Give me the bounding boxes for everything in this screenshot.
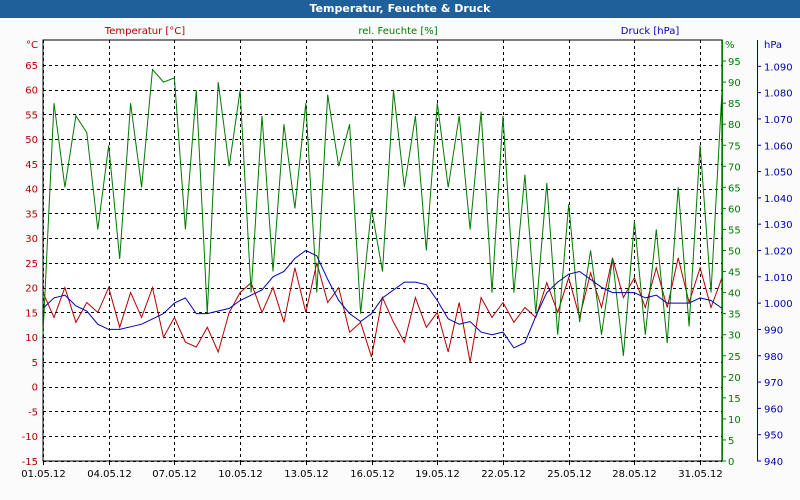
temperature-tick-label: 15 [25, 308, 38, 319]
humidity-tick-label: 70 [728, 162, 741, 173]
x-tick-label: 04.05.12 [87, 469, 132, 480]
temperature-tick-label: -10 [22, 432, 38, 443]
pressure-tick-label: 960 [764, 404, 783, 415]
humidity-tick-label: 35 [728, 310, 741, 321]
humidity-tick-label: 65 [728, 183, 741, 194]
pressure-tick-label: 1.050 [764, 168, 793, 179]
humidity-tick-label: 90 [728, 78, 741, 89]
humidity-tick-label: 40 [728, 289, 741, 300]
pressure-tick-label: 1.060 [764, 141, 793, 152]
x-tick-label: 19.05.12 [415, 469, 460, 480]
x-tick-label: 13.05.12 [284, 469, 329, 480]
plot-area [42, 39, 723, 462]
pressure-tick-label: 1.090 [764, 62, 793, 73]
x-tick-label: 07.05.12 [152, 469, 197, 480]
legend-pressure: Druck [hPa] [621, 26, 680, 37]
humidity-tick-label: 20 [728, 373, 741, 384]
temperature-tick-label: 5 [32, 358, 38, 369]
grid [42, 39, 723, 462]
temperature-tick-label: -5 [28, 407, 38, 418]
x-tick-label: 31.05.12 [678, 469, 723, 480]
humidity-tick-label: 85 [728, 99, 741, 110]
temperature-tick-label: 55 [25, 110, 38, 121]
temperature-tick-label: 50 [25, 135, 38, 146]
axes: 01.05.12 04.05.12 07.05.12 10.05.12 13.05.12… [21, 40, 793, 480]
humidity-tick-label: 80 [728, 120, 741, 131]
humidity-tick-label: 60 [728, 204, 741, 215]
x-tick-label: 01.05.12 [21, 469, 66, 480]
pressure-tick-label: 1.030 [764, 220, 793, 231]
humidity-tick-label: 15 [728, 394, 741, 405]
temperature-tick-label: 0 [32, 383, 38, 394]
humidity-tick-label: 25 [728, 352, 741, 363]
temperature-tick-label: 45 [25, 160, 38, 171]
pressure-tick-label: 1.080 [764, 89, 793, 100]
chart-title: Temperatur, Feuchte & Druck [0, 0, 800, 18]
temperature-tick-label: 10 [25, 333, 38, 344]
humidity-tick-label: 0 [728, 457, 734, 468]
humidity-tick-label: 30 [728, 331, 741, 342]
humidity-tick-label: 95 [728, 57, 741, 68]
temperature-tick-label: 30 [25, 234, 38, 245]
humidity-unit-label: % [725, 40, 735, 51]
temperature-tick-label: -15 [22, 457, 38, 468]
pressure-tick-label: 990 [764, 325, 783, 336]
temperature-tick-label: 40 [25, 185, 38, 196]
pressure-tick-label: 940 [764, 457, 783, 468]
x-tick-label: 10.05.12 [218, 469, 263, 480]
pressure-tick-label: 1.020 [764, 247, 793, 258]
pressure-line [42, 249, 723, 349]
humidity-tick-label: 10 [728, 415, 741, 426]
legend-temperature: Temperatur [°C] [104, 26, 185, 37]
humidity-tick-label: 5 [728, 436, 734, 447]
pressure-unit-label: hPa [764, 40, 782, 51]
pressure-tick-label: 950 [764, 431, 783, 442]
pressure-tick-label: 1.040 [764, 194, 793, 205]
humidity-tick-label: 45 [728, 268, 741, 279]
series-lines [42, 68, 723, 362]
temperature-tick-label: 60 [25, 86, 38, 97]
pressure-tick-label: 1.070 [764, 115, 793, 126]
pressure-tick-label: 1.010 [764, 273, 793, 284]
temperature-tick-label: 25 [25, 259, 38, 270]
x-tick-label: 22.05.12 [481, 469, 526, 480]
pressure-tick-label: 1.000 [764, 299, 793, 310]
x-tick-label: 25.05.12 [547, 469, 592, 480]
humidity-tick-label: 75 [728, 141, 741, 152]
x-tick-label: 28.05.12 [612, 469, 657, 480]
x-tick-label: 16.05.12 [350, 469, 395, 480]
temperature-tick-label: 35 [25, 209, 38, 220]
legend-humidity: rel. Feuchte [%] [358, 26, 437, 37]
humidity-tick-label: 50 [728, 247, 741, 258]
humidity-tick-label: 55 [728, 225, 741, 236]
humidity-line [42, 68, 723, 356]
pressure-tick-label: 980 [764, 352, 783, 363]
pressure-tick-label: 970 [764, 378, 783, 389]
temperature-unit-label: °C [26, 40, 38, 51]
temperature-tick-label: 20 [25, 284, 38, 295]
temperature-tick-label: 65 [25, 61, 38, 72]
